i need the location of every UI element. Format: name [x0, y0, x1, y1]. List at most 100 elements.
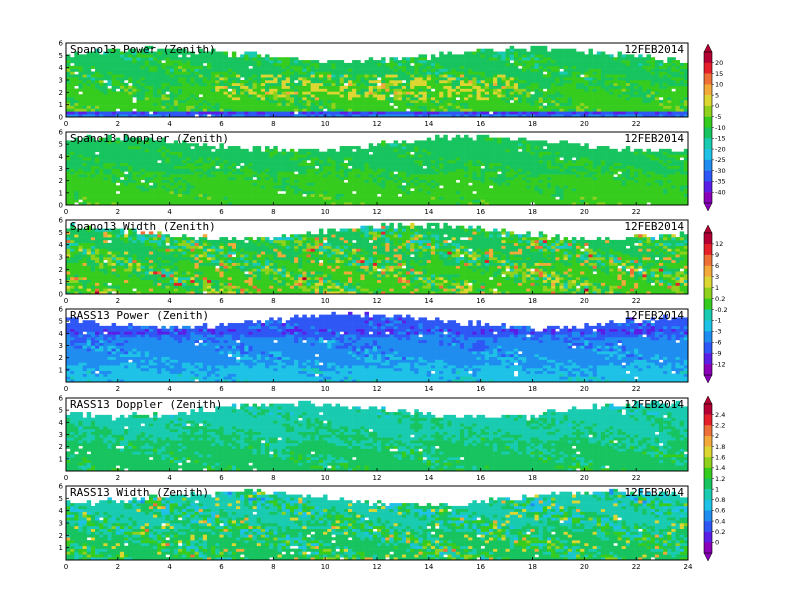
heatmap-cell [526, 85, 531, 89]
heatmap-cell [289, 80, 295, 84]
heatmap-cell [227, 188, 233, 192]
heatmap-cell [331, 154, 336, 158]
heatmap-cell [252, 105, 258, 109]
heatmap-cell [422, 62, 428, 67]
heatmap-cell [310, 82, 316, 86]
heatmap-cell [430, 60, 436, 64]
heatmap-cell [381, 74, 386, 78]
heatmap-cell [551, 105, 556, 109]
heatmap-cell [538, 54, 544, 58]
heatmap-cell [90, 74, 96, 78]
heatmap-cell [119, 188, 125, 192]
heatmap-cell [173, 199, 179, 203]
heatmap-cell [70, 160, 75, 164]
heatmap-cell [161, 99, 166, 104]
heatmap-cell [609, 102, 614, 106]
heatmap-cell [66, 85, 71, 89]
heatmap-cell [310, 188, 316, 192]
heatmap-cell [124, 157, 129, 161]
heatmap-cell [306, 182, 311, 186]
heatmap-cell [260, 94, 266, 98]
heatmap-cell [227, 157, 233, 161]
heatmap-cell [298, 160, 303, 164]
heatmap-cell [215, 91, 220, 95]
heatmap-cell [327, 85, 332, 89]
heatmap-cell [289, 82, 295, 86]
heatmap-cell [356, 160, 361, 164]
heatmap-cell [90, 157, 96, 161]
heatmap-cell [422, 77, 428, 81]
heatmap-cell [443, 85, 448, 89]
heatmap-cell [186, 176, 191, 181]
heatmap-cell [302, 60, 307, 64]
heatmap-cell [625, 65, 631, 69]
heatmap-cell [671, 105, 676, 109]
heatmap-cell [99, 94, 104, 98]
heatmap-cell [464, 97, 469, 101]
heatmap-cell [294, 65, 299, 69]
heatmap-cell [368, 65, 374, 69]
heatmap-cell [119, 179, 125, 183]
heatmap-cell [617, 60, 622, 64]
heatmap-cell [426, 94, 432, 98]
heatmap-cell [111, 143, 117, 147]
heatmap-cell [78, 71, 83, 75]
heatmap-cell [426, 102, 432, 106]
heatmap-cell [211, 97, 216, 101]
heatmap-cell [82, 60, 88, 64]
heatmap-cell [588, 65, 593, 69]
heatmap-cell [447, 80, 452, 84]
heatmap-cell [426, 82, 432, 86]
heatmap-cell [70, 176, 75, 181]
heatmap-cell [663, 74, 668, 78]
heatmap-cell [269, 82, 274, 86]
heatmap-cell [206, 88, 212, 92]
heatmap-cell [190, 85, 195, 89]
heatmap-cell [302, 71, 307, 75]
heatmap-cell [372, 151, 378, 155]
heatmap-cell [219, 154, 224, 158]
heatmap-cell [588, 62, 593, 67]
heatmap-cell [269, 174, 274, 178]
heatmap-cell [377, 148, 382, 152]
heatmap-cell [252, 196, 258, 200]
heatmap-cell [455, 54, 461, 58]
heatmap-cell [393, 91, 399, 95]
heatmap-cell [381, 108, 386, 112]
heatmap-cell [115, 51, 121, 55]
heatmap-cell [161, 165, 166, 169]
heatmap-cell [161, 88, 166, 92]
heatmap-cell [306, 71, 311, 75]
heatmap-cell [542, 108, 548, 112]
heatmap-cell [148, 94, 154, 98]
heatmap-cell [571, 82, 577, 86]
heatmap-cell [273, 65, 278, 69]
heatmap-cell [256, 62, 262, 67]
heatmap-cell [605, 99, 610, 104]
heatmap-cell [343, 62, 349, 67]
heatmap-cell [128, 176, 133, 181]
heatmap-cell [360, 162, 365, 166]
heatmap-cell [468, 77, 473, 81]
heatmap-cell [642, 82, 647, 86]
heatmap-cell [95, 62, 100, 67]
heatmap-cell [459, 111, 465, 115]
heatmap-cell [364, 102, 370, 106]
heatmap-cell [165, 54, 170, 58]
heatmap-cell [227, 94, 233, 98]
heatmap-cell [198, 65, 204, 69]
heatmap-cell [551, 68, 556, 72]
heatmap-cell [240, 57, 245, 61]
heatmap-cell [148, 193, 154, 197]
heatmap-cell [198, 51, 204, 55]
heatmap-cell [177, 182, 183, 186]
heatmap-cell [318, 174, 324, 178]
heatmap-cell [289, 148, 295, 152]
heatmap-cell [530, 71, 535, 75]
heatmap-cell [206, 65, 212, 69]
heatmap-cell [95, 202, 100, 206]
heatmap-cell [70, 97, 75, 101]
heatmap-cell [99, 162, 104, 166]
heatmap-cell [227, 146, 233, 150]
heatmap-cell [132, 54, 137, 58]
